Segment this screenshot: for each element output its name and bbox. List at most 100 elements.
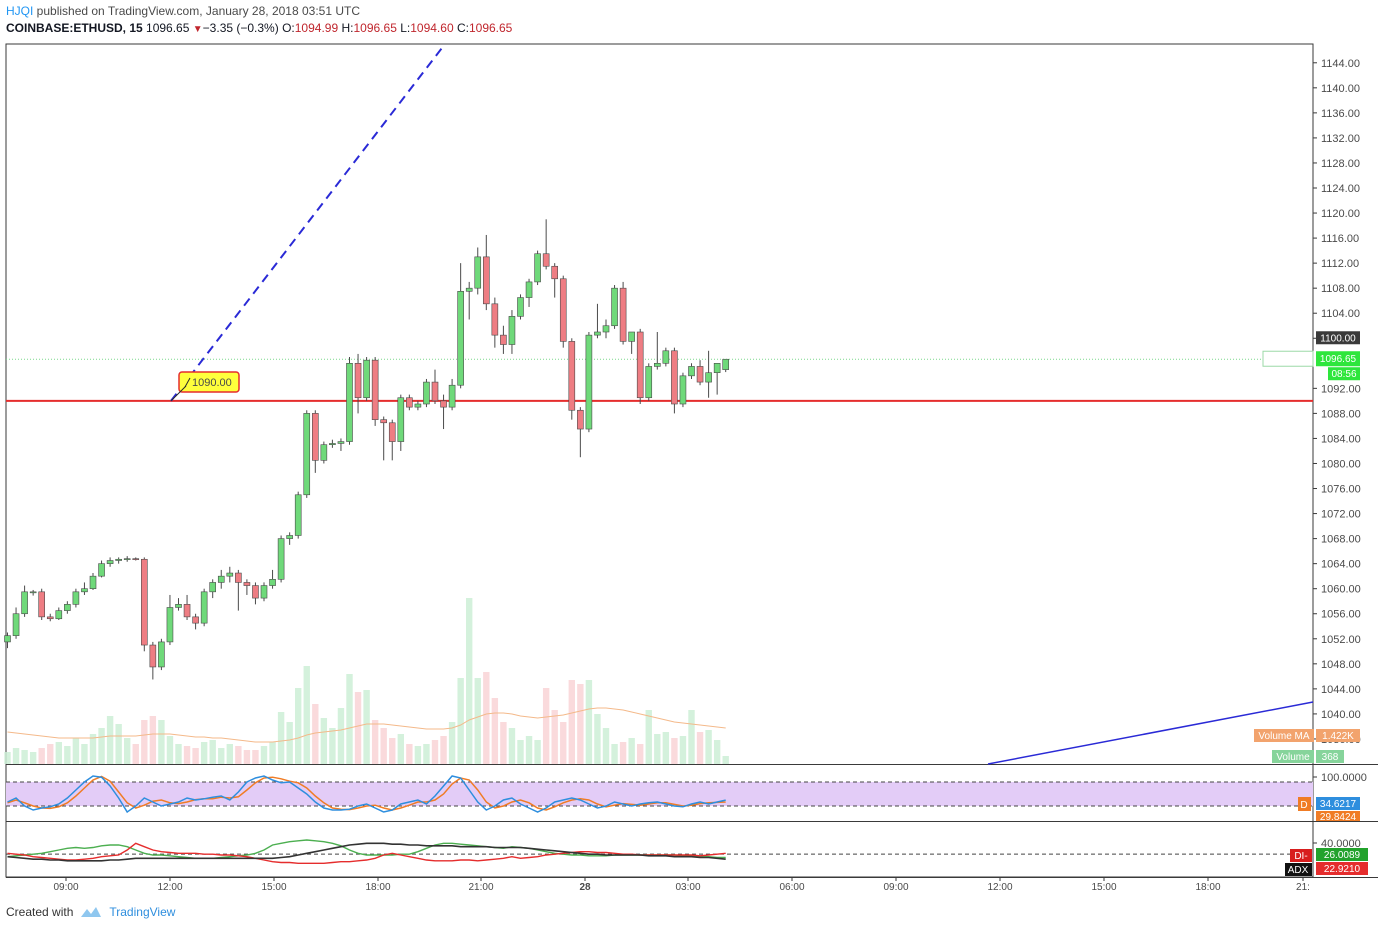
footer: Created with TradingView (6, 905, 175, 919)
candle-body (89, 575, 97, 589)
volume-bar (662, 732, 670, 764)
author-link[interactable]: HJQI (6, 4, 34, 18)
legend-main: COINBASE:ETHUSD, 15 1096.65 ▼−3.35 (−0.3… (6, 21, 512, 35)
trend-line[interactable] (987, 701, 1314, 765)
candle-body (98, 563, 105, 577)
volume-bar (560, 722, 567, 764)
di-minus-line (7, 842, 726, 865)
close-value: 1096.65 (468, 21, 513, 35)
candle-body (4, 635, 11, 643)
level-label-box[interactable] (178, 371, 240, 393)
volume-bar (141, 720, 148, 764)
candle-body (636, 331, 644, 399)
price-tick-label: 1112.00 (1321, 258, 1359, 270)
candle-body (209, 582, 216, 593)
volume-bar (525, 736, 533, 764)
countdown-tag (1328, 367, 1360, 381)
volume-bar (166, 736, 174, 764)
volume-bar (585, 680, 593, 764)
volume-bar (329, 728, 336, 764)
stoch-d-marker-text: D (1300, 800, 1307, 811)
volume-bar (260, 746, 268, 764)
price-tag-high (1316, 331, 1360, 345)
price-tick-label: 1108.00 (1321, 283, 1360, 295)
volume-bar (175, 744, 182, 764)
di-minus-marker (1290, 849, 1312, 862)
volume-bar (269, 742, 276, 764)
volume-bar (200, 742, 208, 764)
candle-body (141, 558, 148, 646)
trend-line-dashed[interactable] (170, 43, 446, 402)
publish-text: published on TradingView.com, January 28… (33, 4, 360, 18)
price-tick-label: 1072.00 (1321, 509, 1361, 521)
volume-bar (602, 728, 610, 764)
change-text: −3.35 (−0.3%) (202, 21, 279, 35)
volume-bar (491, 698, 499, 764)
adx-value-tag-text: 22.9210 (1324, 864, 1361, 875)
candle-body (594, 331, 601, 336)
candle-body (628, 331, 635, 342)
candle-body (123, 558, 131, 560)
candle-body (388, 422, 396, 442)
volume-bar (594, 714, 601, 764)
candle-body (474, 256, 482, 289)
volume-bar (679, 736, 687, 764)
volume-bar (568, 680, 575, 764)
volume-bar (654, 734, 661, 764)
stoch-d-line (7, 775, 726, 811)
price-tag-high-text: 1100.00 (1320, 333, 1356, 344)
volume-bar (457, 678, 464, 764)
candle-body (517, 297, 524, 317)
price-tick-label: 1052.00 (1321, 634, 1361, 646)
volume-bar (21, 750, 28, 764)
open-value: 1094.99 (294, 21, 339, 35)
price-tick-label: 1140.00 (1321, 83, 1360, 95)
candle-body (542, 253, 550, 267)
volume-bar (619, 742, 627, 764)
candle-body (29, 591, 37, 594)
time-tick-label: 15:00 (261, 882, 286, 893)
volume-bar (448, 722, 456, 764)
candle-body (482, 256, 490, 305)
time-tick-label: 28 (579, 882, 591, 893)
candle-body (696, 366, 704, 383)
volume-bar (517, 740, 524, 764)
candle-body (705, 372, 712, 383)
volume-bar (89, 734, 97, 764)
candle-body (354, 363, 362, 399)
volume-bar (303, 666, 310, 764)
level-label-text: 1090.00 (192, 377, 232, 389)
price-tick-label: 1136.00 (1321, 108, 1360, 120)
volume-bar (397, 734, 404, 764)
symbol-tag-text: ETHUSD (1267, 354, 1308, 365)
candle-body (397, 397, 405, 442)
candle-body (602, 325, 610, 333)
tradingview-brand-link[interactable]: TradingView (109, 905, 176, 919)
candle-body (277, 538, 285, 580)
volume-bar (466, 598, 473, 764)
candle-body (611, 287, 618, 327)
candle-body (329, 443, 336, 445)
candle-body (337, 441, 345, 444)
volume-bar (286, 722, 293, 764)
volume-bar (12, 748, 20, 764)
time-tick-label: 06:00 (779, 882, 804, 893)
volume-bar (508, 728, 516, 764)
candle-body (722, 358, 730, 370)
volume-bar (115, 724, 122, 764)
candle-body (64, 604, 71, 611)
candle-body (363, 359, 370, 399)
candle-body (688, 366, 695, 377)
volume-bar (354, 692, 362, 764)
candle-body (645, 366, 653, 399)
di-plus-line (7, 839, 726, 860)
pencil-icon (184, 377, 191, 388)
stoch-d-marker (1298, 797, 1311, 811)
candle-body (371, 359, 379, 420)
candle-body (269, 579, 276, 586)
candle-body (671, 350, 678, 405)
candle-body (559, 278, 567, 342)
volume-bar (440, 736, 447, 764)
price-tick-label: 1084.00 (1321, 433, 1361, 445)
